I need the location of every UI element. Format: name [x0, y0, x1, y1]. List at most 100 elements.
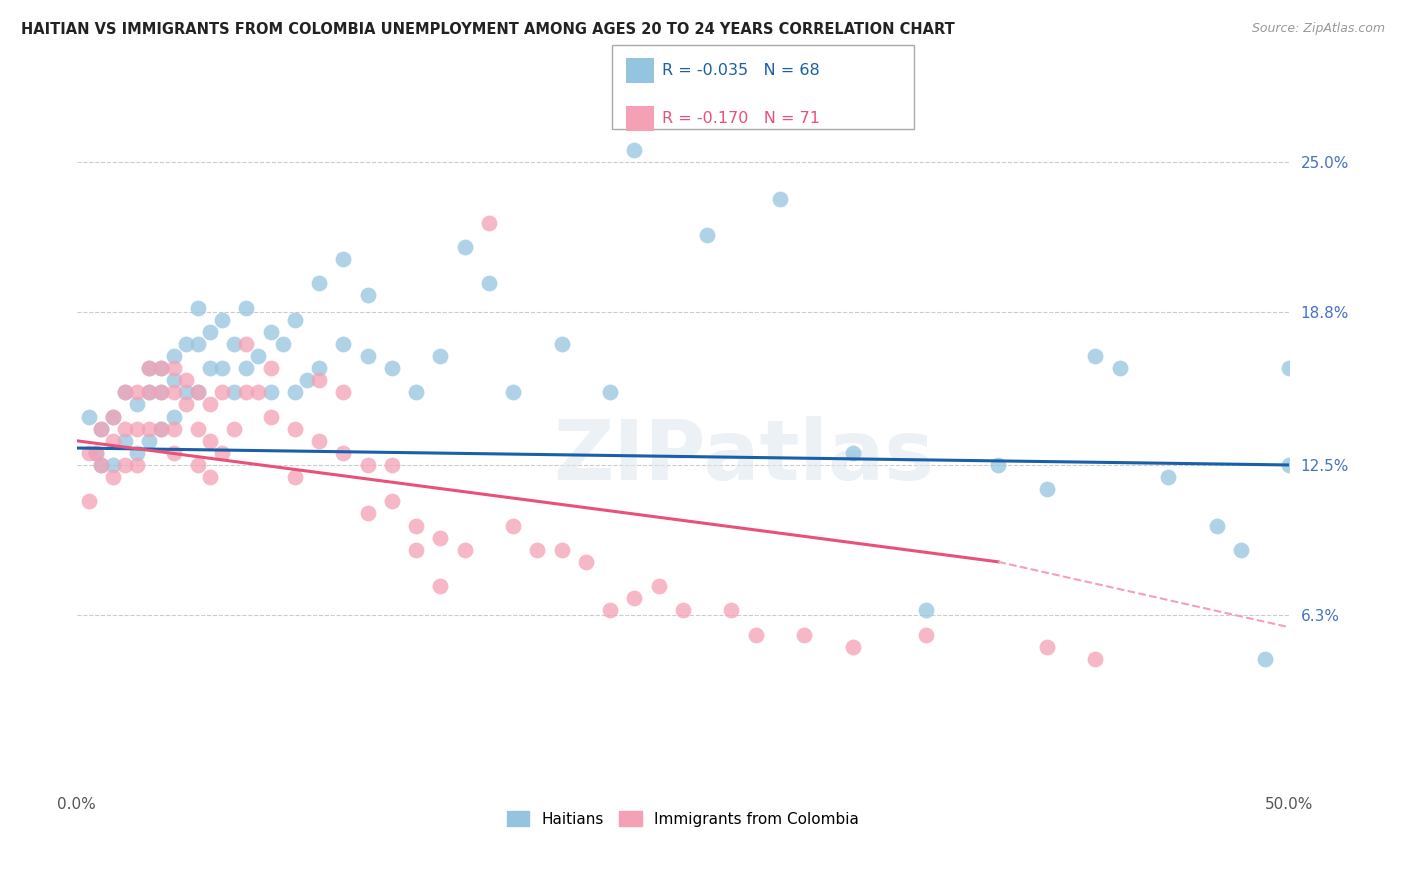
- Point: [429, 579, 451, 593]
- Point: [138, 422, 160, 436]
- Point: [526, 542, 548, 557]
- Point: [90, 458, 112, 472]
- Point: [150, 422, 173, 436]
- Point: [453, 240, 475, 254]
- Point: [308, 361, 330, 376]
- Point: [332, 252, 354, 266]
- Point: [101, 409, 124, 424]
- Point: [127, 385, 149, 400]
- Point: [101, 434, 124, 448]
- Point: [138, 361, 160, 376]
- Point: [187, 422, 209, 436]
- Point: [1278, 361, 1301, 376]
- Point: [987, 458, 1010, 472]
- Point: [224, 422, 246, 436]
- Point: [127, 446, 149, 460]
- Point: [84, 446, 107, 460]
- Point: [720, 603, 742, 617]
- Point: [90, 458, 112, 472]
- Point: [356, 458, 378, 472]
- Point: [162, 373, 184, 387]
- Point: [77, 409, 100, 424]
- Point: [271, 337, 294, 351]
- Point: [247, 349, 270, 363]
- Point: [453, 542, 475, 557]
- Point: [259, 361, 281, 376]
- Point: [793, 627, 815, 641]
- Point: [284, 470, 307, 484]
- Point: [356, 507, 378, 521]
- Point: [647, 579, 669, 593]
- Point: [162, 422, 184, 436]
- Point: [623, 591, 645, 606]
- Point: [1036, 640, 1059, 654]
- Point: [174, 373, 197, 387]
- Point: [308, 277, 330, 291]
- Point: [101, 458, 124, 472]
- Point: [138, 434, 160, 448]
- Point: [769, 192, 792, 206]
- Point: [174, 397, 197, 411]
- Point: [90, 422, 112, 436]
- Point: [247, 385, 270, 400]
- Point: [405, 385, 427, 400]
- Point: [1205, 518, 1227, 533]
- Text: R = -0.035   N = 68: R = -0.035 N = 68: [662, 63, 820, 78]
- Point: [162, 446, 184, 460]
- Point: [332, 385, 354, 400]
- Point: [235, 361, 257, 376]
- Point: [150, 422, 173, 436]
- Text: R = -0.170   N = 71: R = -0.170 N = 71: [662, 112, 820, 126]
- Point: [332, 337, 354, 351]
- Point: [575, 555, 598, 569]
- Point: [599, 385, 621, 400]
- Point: [138, 385, 160, 400]
- Point: [127, 458, 149, 472]
- Point: [550, 542, 572, 557]
- Point: [235, 337, 257, 351]
- Point: [1036, 482, 1059, 496]
- Point: [211, 312, 233, 326]
- Text: ZIPatlas: ZIPatlas: [553, 416, 934, 497]
- Point: [77, 494, 100, 508]
- Point: [198, 361, 221, 376]
- Point: [295, 373, 318, 387]
- Point: [308, 373, 330, 387]
- Point: [429, 349, 451, 363]
- Point: [150, 385, 173, 400]
- Point: [381, 361, 404, 376]
- Text: HAITIAN VS IMMIGRANTS FROM COLOMBIA UNEMPLOYMENT AMONG AGES 20 TO 24 YEARS CORRE: HAITIAN VS IMMIGRANTS FROM COLOMBIA UNEM…: [21, 22, 955, 37]
- Point: [1108, 361, 1130, 376]
- Point: [114, 458, 136, 472]
- Point: [696, 227, 718, 242]
- Point: [211, 446, 233, 460]
- Point: [150, 385, 173, 400]
- Point: [672, 603, 695, 617]
- Point: [1084, 652, 1107, 666]
- Point: [259, 325, 281, 339]
- Point: [356, 349, 378, 363]
- Point: [162, 361, 184, 376]
- Point: [224, 385, 246, 400]
- Point: [502, 385, 524, 400]
- Point: [356, 288, 378, 302]
- Point: [162, 349, 184, 363]
- Point: [308, 434, 330, 448]
- Point: [84, 446, 107, 460]
- Point: [1278, 458, 1301, 472]
- Point: [198, 470, 221, 484]
- Point: [101, 470, 124, 484]
- Point: [77, 446, 100, 460]
- Point: [284, 422, 307, 436]
- Point: [284, 312, 307, 326]
- Point: [381, 494, 404, 508]
- Point: [174, 337, 197, 351]
- Point: [478, 216, 501, 230]
- Point: [405, 542, 427, 557]
- Point: [1254, 652, 1277, 666]
- Point: [150, 361, 173, 376]
- Point: [187, 458, 209, 472]
- Point: [138, 385, 160, 400]
- Point: [841, 446, 863, 460]
- Point: [914, 603, 936, 617]
